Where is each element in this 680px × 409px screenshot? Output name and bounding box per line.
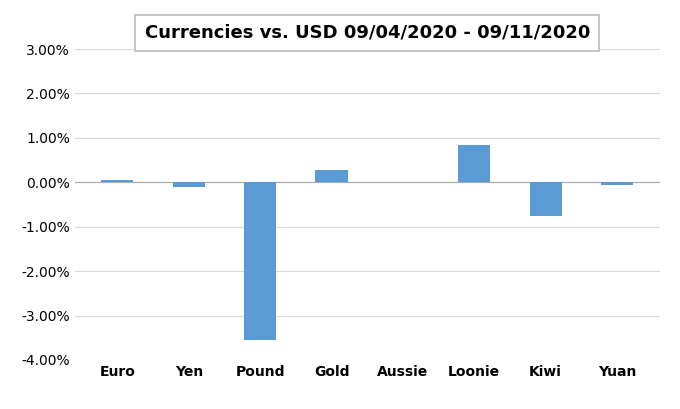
Bar	[601, 182, 633, 184]
Bar	[101, 180, 133, 182]
Bar	[530, 182, 562, 216]
Bar	[316, 170, 347, 182]
Bar	[173, 182, 205, 187]
Title: Currencies vs. USD 09/04/2020 - 09/11/2020: Currencies vs. USD 09/04/2020 - 09/11/20…	[145, 24, 590, 42]
Bar	[244, 182, 276, 340]
Bar	[458, 144, 490, 182]
